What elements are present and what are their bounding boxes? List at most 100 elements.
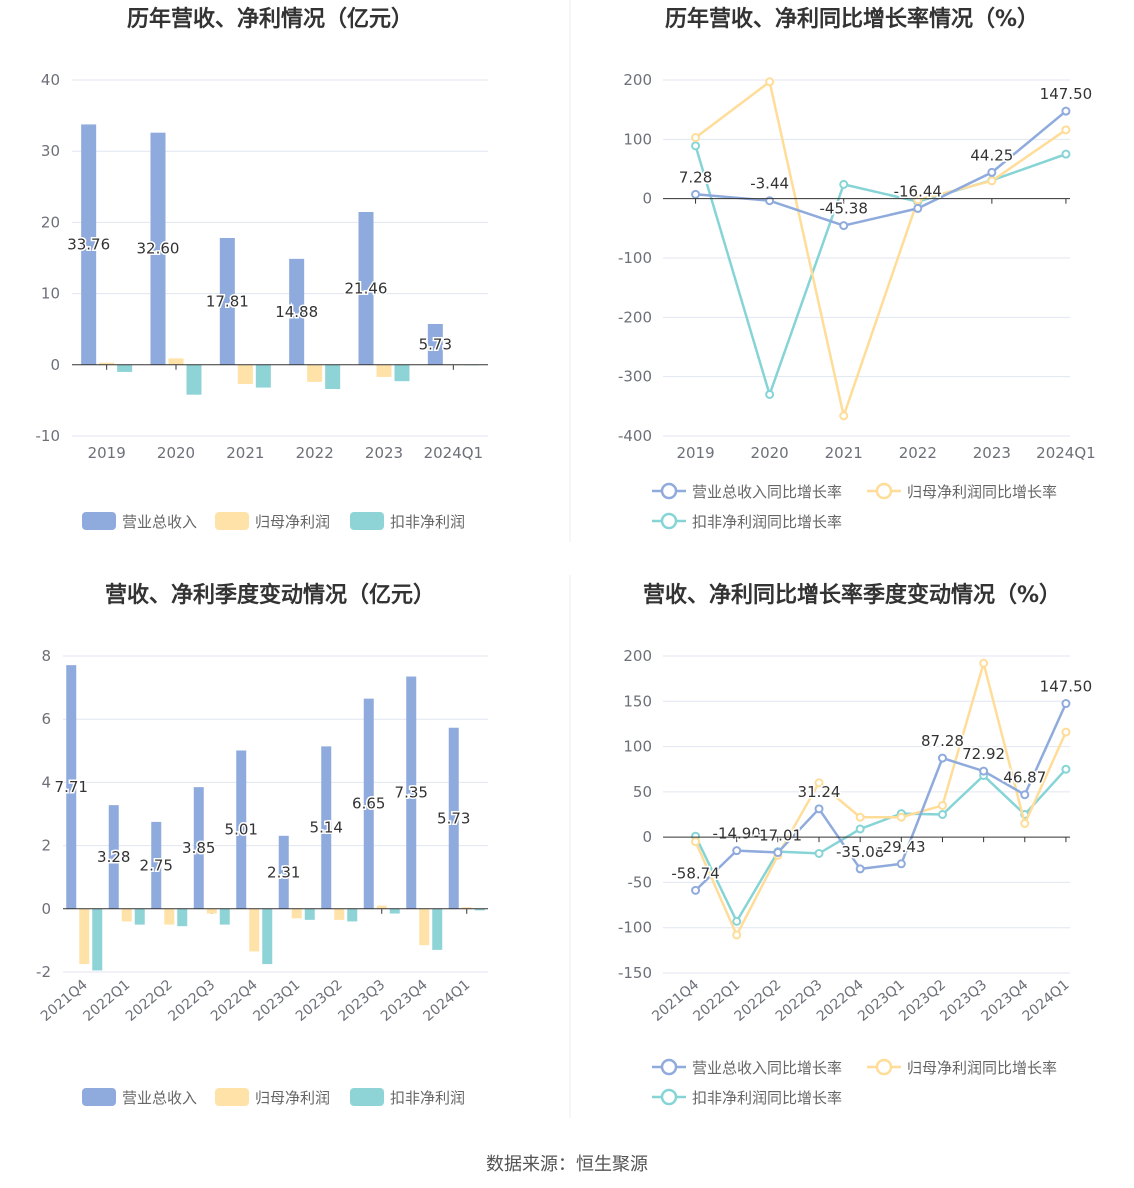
legend-swatch xyxy=(350,512,384,530)
bar xyxy=(419,908,430,946)
series-line xyxy=(694,79,1067,421)
chart-4: 营收、净利同比增长率季度变动情况（%） 200 150 100 50 0 -50 -100 -1… xyxy=(618,582,1094,1107)
data-label: 7.28 xyxy=(679,168,712,186)
data-label: 72.92 xyxy=(962,745,1005,763)
bar xyxy=(117,364,133,372)
data-label: 2.31 xyxy=(267,863,300,881)
y-tick-label: 0 xyxy=(642,190,652,208)
x-tick-label: 2021Q4 xyxy=(38,977,91,1025)
bar xyxy=(406,676,417,909)
bar xyxy=(363,698,374,909)
y-tick-label: -150 xyxy=(618,964,652,982)
bar xyxy=(121,908,132,922)
x-tick-label: 2022Q4 xyxy=(208,977,261,1025)
y-tick-label: 10 xyxy=(41,285,60,303)
data-point xyxy=(896,812,906,822)
x-tick-label: 2021 xyxy=(226,444,264,462)
legend-label: 扣非净利润同比增长率 xyxy=(692,1089,842,1107)
data-point xyxy=(765,77,775,87)
data-point xyxy=(913,195,923,205)
data-label: 21.46 xyxy=(345,279,388,297)
bar xyxy=(206,908,217,914)
data-label: -14.90 xyxy=(713,825,761,843)
data-label: -29.43 xyxy=(877,838,925,856)
data-label: -17.01 xyxy=(754,827,802,845)
y-tick-label: 30 xyxy=(41,142,60,160)
bar xyxy=(432,908,443,950)
data-label: 5.73 xyxy=(437,809,470,827)
chart-title: 历年营收、净利情况（亿元） xyxy=(127,6,413,32)
x-tick-label: 2020 xyxy=(751,444,789,462)
legend-swatch xyxy=(215,1088,249,1106)
data-point xyxy=(979,766,989,776)
legend-swatch xyxy=(215,512,249,530)
bar xyxy=(448,727,459,909)
legend-marker xyxy=(875,1058,893,1076)
x-tick-label: 2023 xyxy=(365,444,403,462)
x-tick-label: 2024Q1 xyxy=(1020,977,1073,1025)
legend-label: 扣非净利润 xyxy=(390,513,465,531)
bar xyxy=(376,364,392,377)
legend-marker xyxy=(660,482,678,500)
data-label: 87.28 xyxy=(921,732,964,750)
y-tick-label: -200 xyxy=(618,308,652,326)
data-label: 32.60 xyxy=(137,240,180,258)
bar xyxy=(427,324,443,365)
x-tick-label: 2022Q1 xyxy=(80,977,133,1025)
bar xyxy=(461,907,472,909)
data-label: 2.75 xyxy=(140,856,173,874)
legend-label: 归母净利润同比增长率 xyxy=(907,1059,1057,1077)
y-tick-label: 0 xyxy=(41,900,51,918)
legend-label: 扣非净利润 xyxy=(390,1089,465,1107)
chart-2: 历年营收、净利同比增长率情况（%） 200 100 0 -100 -200 -300 -400… xyxy=(618,6,1096,531)
bar xyxy=(134,908,145,925)
bar xyxy=(177,908,188,927)
bar xyxy=(186,364,202,395)
bar xyxy=(150,132,166,365)
data-point xyxy=(839,221,849,231)
y-tick-label: 6 xyxy=(41,710,51,728)
data-label: 17.81 xyxy=(206,292,249,310)
data-point xyxy=(773,848,783,858)
y-tick-label: -10 xyxy=(36,427,61,445)
data-label: 3.85 xyxy=(182,839,215,857)
y-tick-label: 20 xyxy=(41,213,60,231)
bar xyxy=(307,364,323,382)
bar xyxy=(81,124,97,365)
data-label: 6.65 xyxy=(352,795,385,813)
data-point xyxy=(1061,106,1071,116)
y-tick-label: 200 xyxy=(623,647,652,665)
data-label: -58.74 xyxy=(671,864,719,882)
y-tick-label: -50 xyxy=(628,873,653,891)
bar xyxy=(262,908,273,965)
legend-label: 营业总收入同比增长率 xyxy=(692,1059,842,1077)
bar xyxy=(289,258,305,365)
bar xyxy=(219,237,235,365)
x-tick-label: 2022 xyxy=(899,444,937,462)
x-tick-label: 2021 xyxy=(825,444,863,462)
data-label: 3.28 xyxy=(97,848,130,866)
data-point xyxy=(855,812,865,822)
legend-marker xyxy=(660,1058,678,1076)
data-label: 44.25 xyxy=(970,146,1013,164)
data-point xyxy=(732,846,742,856)
bar xyxy=(249,908,260,952)
legend-label: 归母净利润 xyxy=(255,513,330,531)
bar xyxy=(376,905,387,909)
legend-swatch xyxy=(82,512,116,530)
bar xyxy=(219,908,230,925)
data-point xyxy=(937,800,947,810)
bar xyxy=(325,364,341,390)
chart-title: 营收、净利同比增长率季度变动情况（%） xyxy=(643,582,1061,608)
bar xyxy=(66,665,77,909)
chart-1: 历年营收、净利情况（亿元） 40 30 20 10 0 -10 2019 2020 2021 202… xyxy=(36,6,488,531)
bar xyxy=(347,908,358,922)
data-point xyxy=(1020,819,1030,829)
series-line xyxy=(694,658,1068,938)
series-line xyxy=(695,110,1067,227)
bar xyxy=(474,908,485,911)
data-label: -45.38 xyxy=(820,200,868,218)
bar xyxy=(108,805,119,909)
legend-marker xyxy=(660,512,678,530)
data-point xyxy=(732,930,742,940)
